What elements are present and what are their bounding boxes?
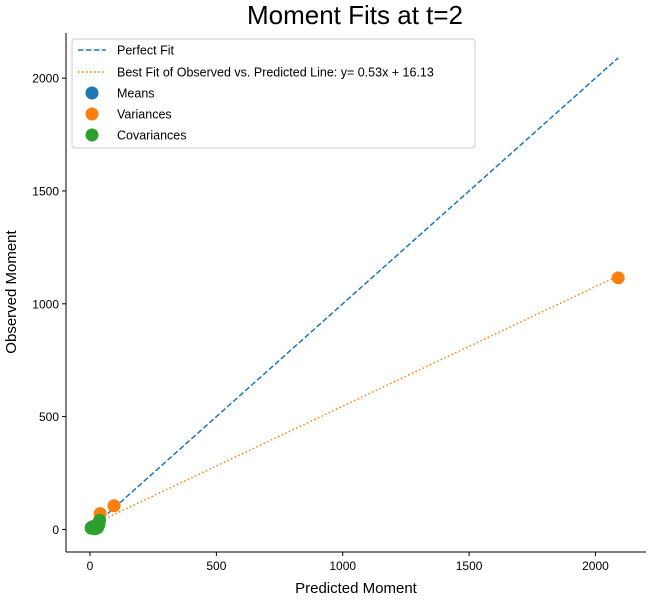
best-fit-line xyxy=(89,275,619,527)
y-tick-label: 0 xyxy=(52,523,59,537)
y-ticks: 0 500 1000 1500 2000 xyxy=(32,72,66,537)
legend-marker-means xyxy=(85,86,99,100)
x-axis-label: Predicted Moment xyxy=(295,580,418,597)
legend-label-means: Means xyxy=(117,87,155,101)
y-tick-label: 1500 xyxy=(32,184,59,198)
x-tick-label: 500 xyxy=(206,559,226,573)
perfect-fit-line xyxy=(89,57,619,530)
x-ticks: 0 500 1000 1500 2000 xyxy=(87,552,609,573)
legend-label-best-fit: Best Fit of Observed vs. Predicted Line:… xyxy=(117,66,434,80)
legend: Perfect Fit Best Fit of Observed vs. Pre… xyxy=(71,38,476,149)
y-tick-label: 2000 xyxy=(32,72,59,86)
x-tick-label: 0 xyxy=(87,559,94,573)
variances-point xyxy=(611,271,625,285)
y-axis-label: Observed Moment xyxy=(3,229,20,353)
legend-marker-variances xyxy=(85,107,99,121)
legend-label-perfect-fit: Perfect Fit xyxy=(117,44,174,58)
x-tick-label: 1500 xyxy=(456,559,483,573)
y-tick-label: 500 xyxy=(39,410,59,424)
legend-frame xyxy=(71,38,476,149)
x-tick-label: 1000 xyxy=(329,559,356,573)
variances-point xyxy=(107,499,121,513)
x-tick-label: 2000 xyxy=(582,559,609,573)
legend-label-covariances: Covariances xyxy=(117,129,186,143)
legend-label-variances: Variances xyxy=(117,108,172,122)
chart-title: Moment Fits at t=2 xyxy=(247,0,463,30)
plot-area xyxy=(84,57,625,536)
y-tick-label: 1000 xyxy=(32,297,59,311)
legend-marker-covariances xyxy=(85,128,99,142)
covariances-point xyxy=(93,513,107,527)
